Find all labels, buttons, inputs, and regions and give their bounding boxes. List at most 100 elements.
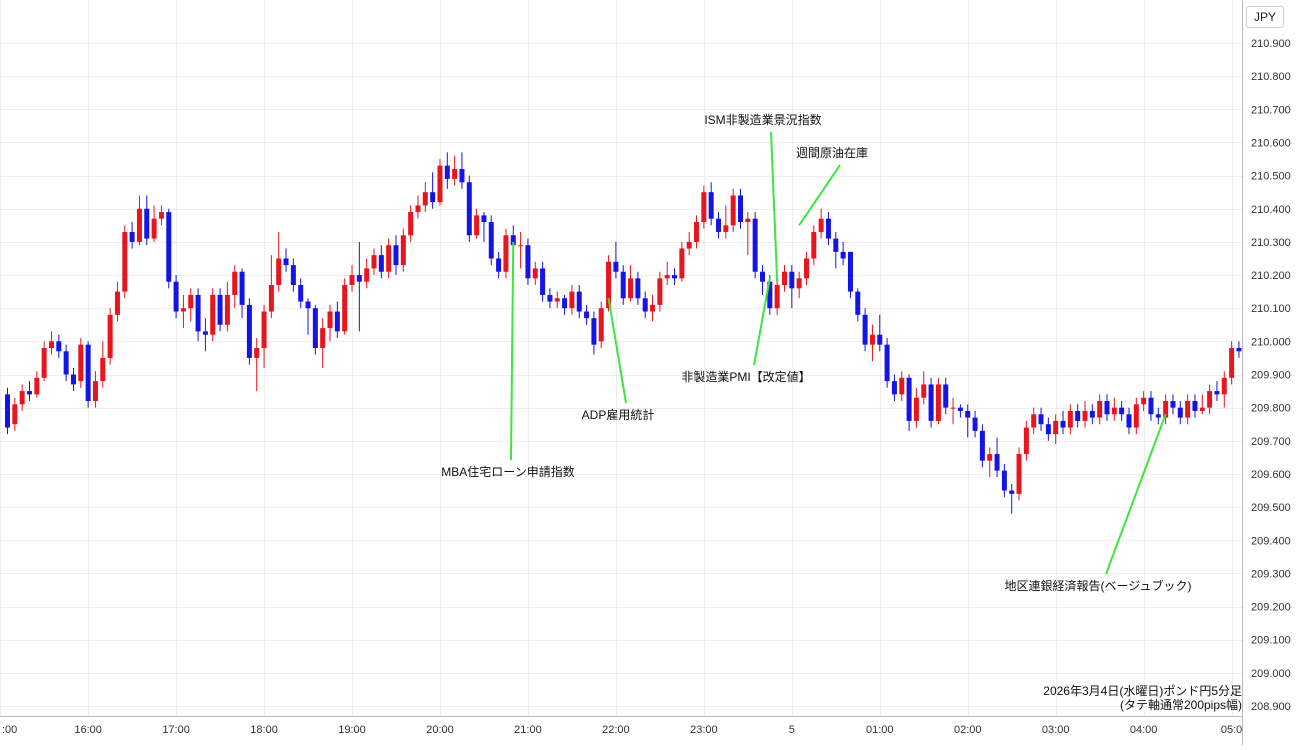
annotation-line (770, 131, 779, 282)
candle-body (261, 311, 267, 348)
candle-body (1038, 414, 1044, 425)
candle-body (606, 261, 612, 309)
candle-body (144, 208, 150, 239)
candle-body (158, 212, 164, 219)
candle-body (173, 281, 179, 312)
candle-body (686, 241, 692, 249)
candle-body (935, 384, 941, 421)
candle-body (1207, 391, 1213, 408)
candle-body (19, 391, 25, 405)
candle-body (503, 235, 509, 272)
candle-body (217, 294, 223, 325)
candle-body (422, 192, 428, 206)
y-tick-label: 210.900 (1251, 38, 1291, 50)
candle-body (63, 351, 69, 375)
candle-body (1185, 401, 1191, 418)
candle-body (1111, 407, 1117, 415)
candle-body (78, 344, 84, 382)
candle-body (1023, 427, 1029, 455)
candle-body (1192, 401, 1198, 411)
y-tick-label: 209.900 (1251, 370, 1291, 382)
candle-body (730, 195, 736, 226)
candle-body (840, 251, 846, 259)
x-tick-label: 19:00 (338, 724, 366, 736)
candle-body (437, 165, 443, 203)
candle-body (1236, 347, 1242, 352)
candle-body (613, 261, 619, 272)
candle-body (979, 430, 985, 461)
candle-body (92, 381, 98, 402)
candle-body (540, 268, 546, 295)
candle-body (833, 238, 839, 252)
candle-body (166, 212, 172, 282)
x-tick-label: 01:00 (866, 724, 894, 736)
candle-body (1097, 401, 1103, 418)
candle-body (994, 454, 1000, 471)
y-tick-label: 209.500 (1251, 502, 1291, 514)
y-tick-label: 210.200 (1251, 270, 1291, 282)
candle-body (210, 294, 216, 335)
candle-body (628, 278, 634, 299)
y-tick-label: 209.600 (1251, 469, 1291, 481)
candle-body (694, 222, 700, 242)
candle-body (547, 294, 553, 302)
candle-body (1155, 414, 1161, 418)
candle-body (459, 168, 465, 183)
x-tick-label: :00 (2, 724, 17, 736)
candle-body (378, 255, 384, 272)
y-tick-label: 209.100 (1251, 635, 1291, 647)
candle-body (188, 294, 194, 309)
candle-body (466, 182, 472, 236)
candle-body (85, 344, 91, 402)
y-tick-label: 210.100 (1251, 303, 1291, 315)
candle-body (202, 331, 208, 335)
candle-body (672, 275, 678, 279)
candle-body (268, 284, 274, 312)
candle-body (884, 344, 890, 382)
annotation-label: 週間原油在庫 (796, 146, 868, 160)
candle-body (562, 298, 568, 309)
candle-body (1214, 391, 1220, 395)
candle-body (408, 212, 414, 236)
candle-body (598, 308, 604, 342)
candle-body (12, 404, 18, 425)
candle-body (224, 294, 230, 325)
candle-body (957, 407, 963, 411)
candle-body (129, 231, 135, 242)
candle-body (774, 284, 780, 309)
candle-body (532, 268, 538, 279)
candle-body (855, 291, 861, 315)
candle-body (877, 334, 883, 345)
candle-body (708, 192, 714, 219)
annotation-label: MBA住宅ローン申請指数 (441, 464, 574, 479)
candle-body (393, 245, 399, 266)
candle-body (1199, 407, 1205, 411)
candle-body (569, 291, 575, 309)
x-tick-label: 03:00 (1042, 724, 1070, 736)
candle-body (906, 377, 912, 421)
candle-body (320, 328, 326, 348)
x-tick-label: 20:00 (426, 724, 454, 736)
candle-body (1221, 377, 1227, 395)
candle-body (371, 255, 377, 269)
candle-body (430, 192, 436, 203)
candle-body (246, 304, 252, 358)
candle-body (738, 195, 743, 223)
candle-body (1229, 347, 1235, 378)
candle-body (825, 218, 831, 239)
x-tick-label: 22:00 (602, 724, 630, 736)
candle-body (254, 347, 260, 358)
candle-body (444, 165, 450, 179)
candle-body (1009, 490, 1015, 494)
currency-selector[interactable]: JPY (1246, 6, 1284, 28)
candle-body (114, 291, 120, 315)
candle-body (400, 235, 406, 266)
candle-body (56, 341, 62, 352)
candle-body (1075, 410, 1081, 421)
candle-body (305, 301, 311, 309)
candle-body (869, 334, 875, 345)
candle-body (364, 268, 370, 282)
x-tick-label: 02:00 (954, 724, 982, 736)
candle-body (1060, 420, 1066, 428)
